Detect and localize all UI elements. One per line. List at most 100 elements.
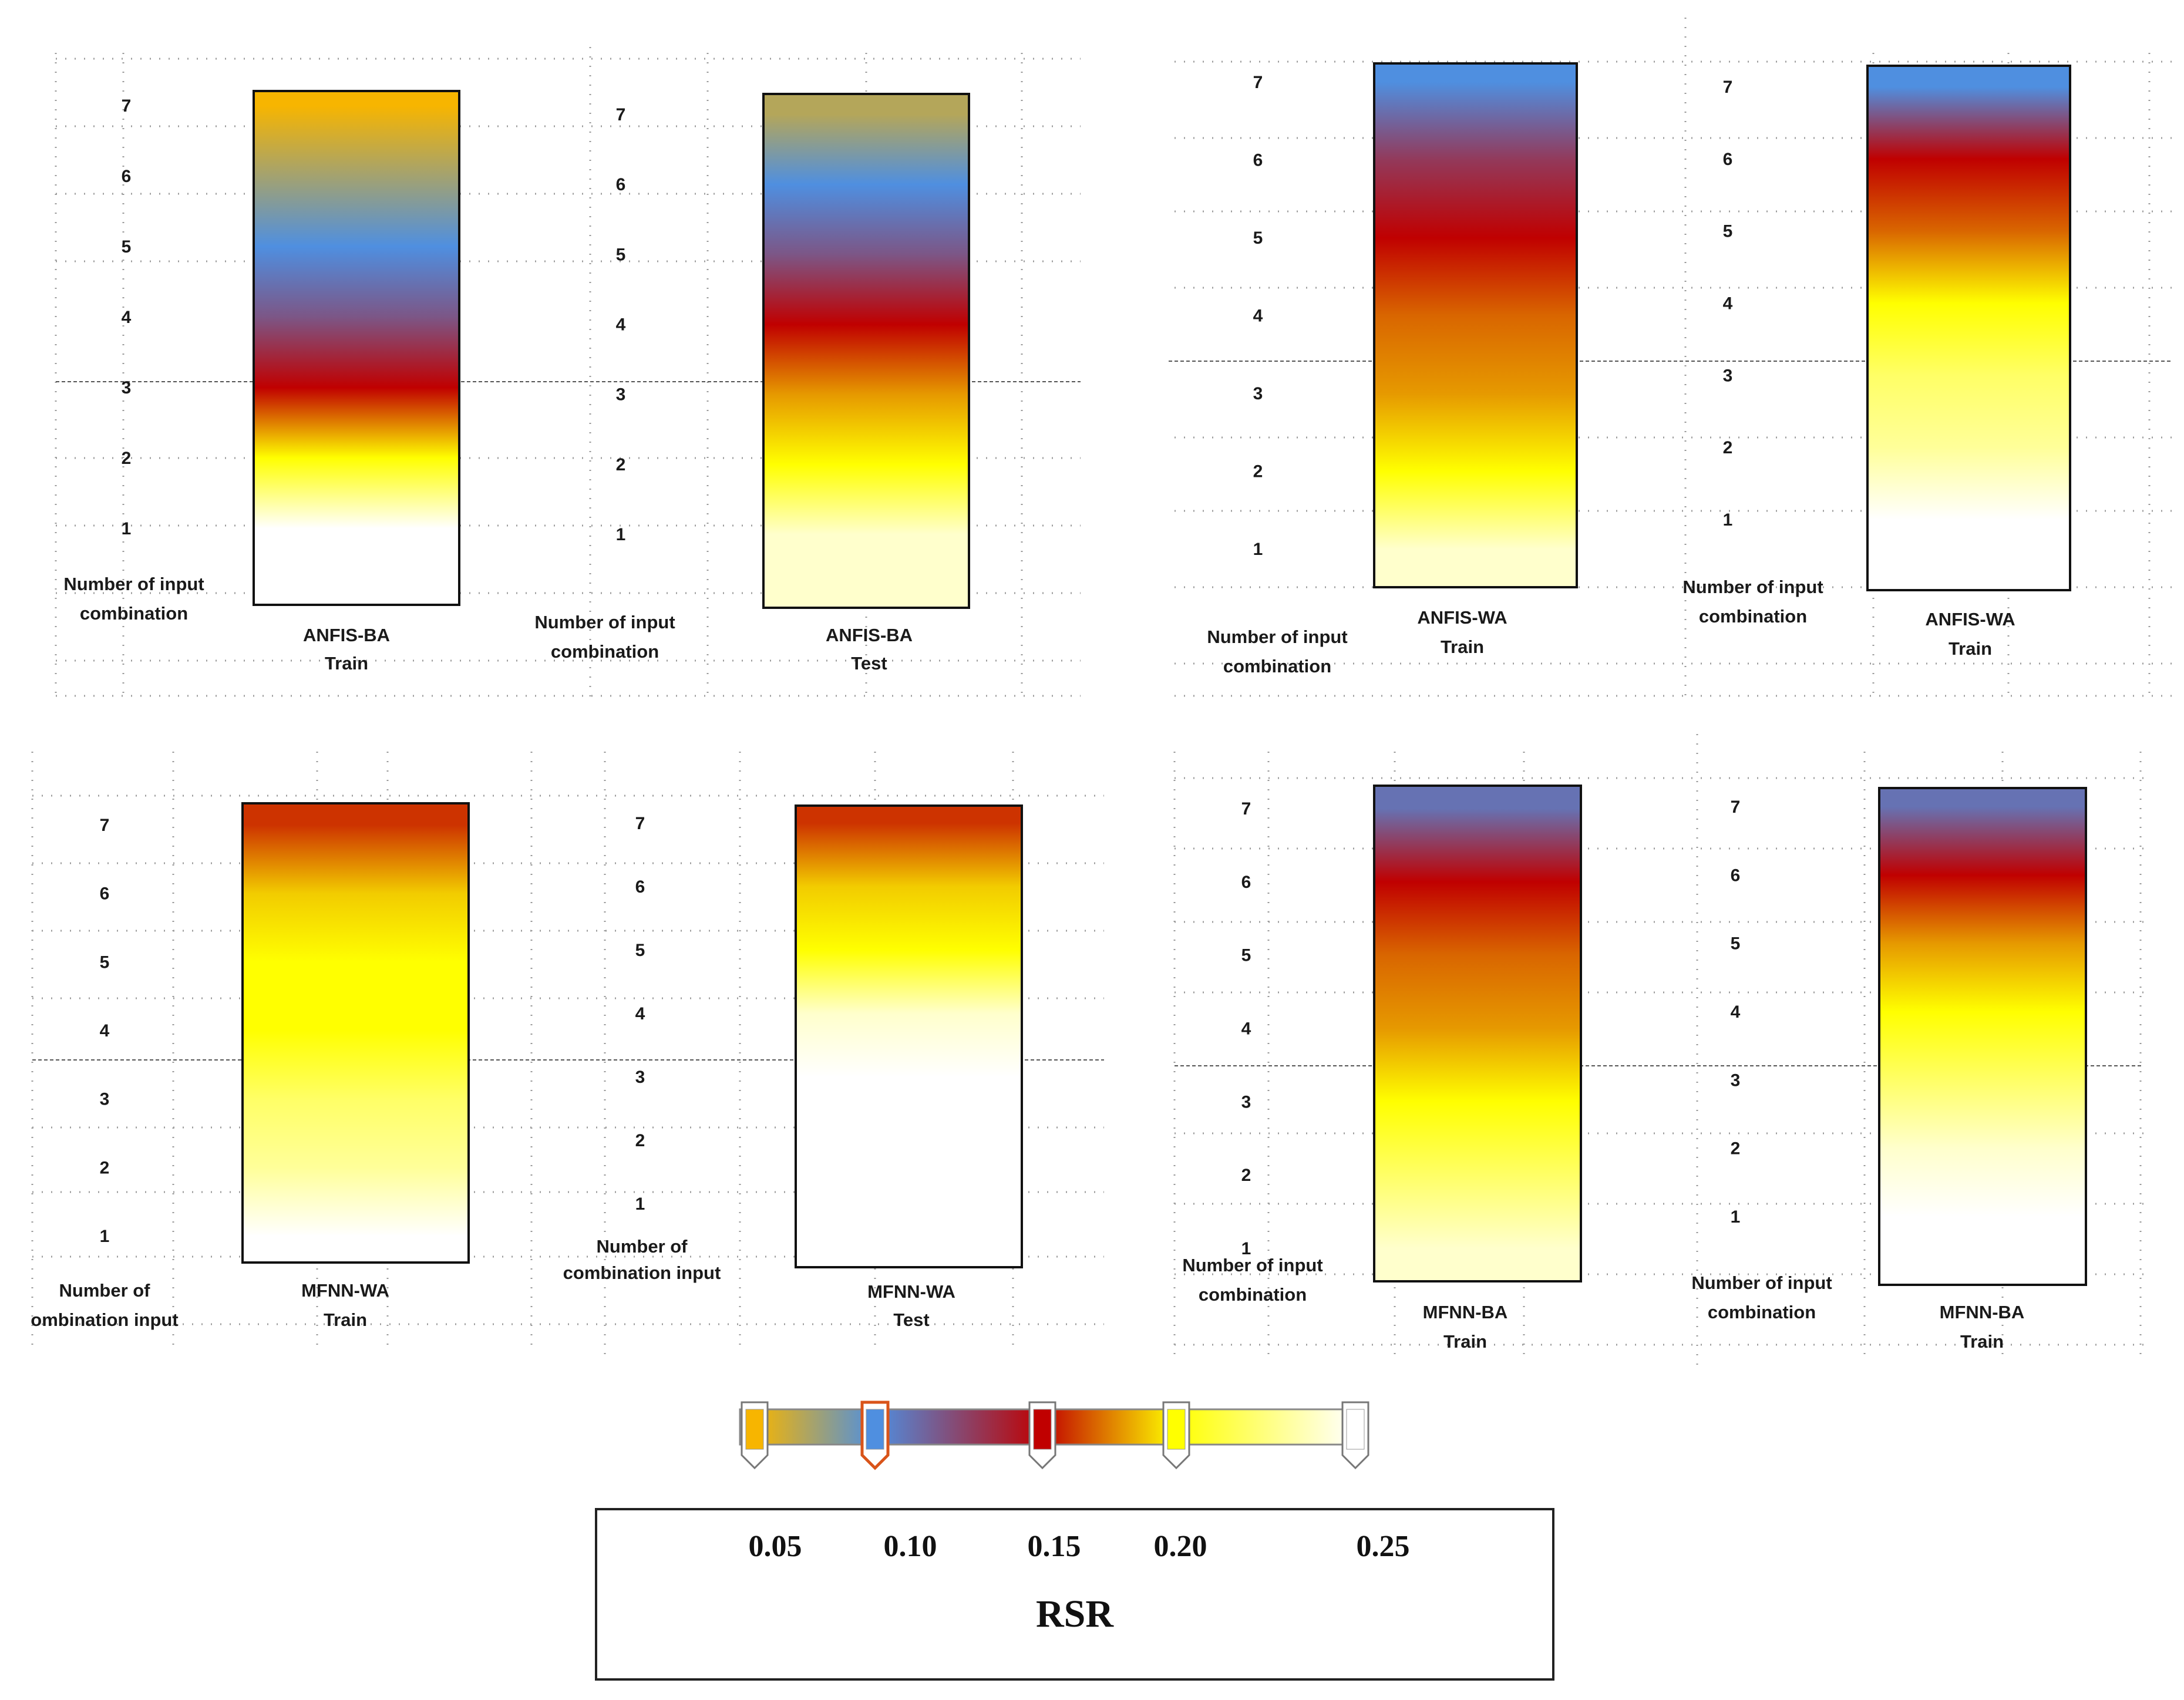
axis-label-anfis-wa-train-line1: Number of input xyxy=(1207,627,1347,647)
axis-label-anfis-ba-train-line2: combination xyxy=(80,603,188,624)
caption-model-mfnn-ba-test: MFNN-BA xyxy=(1940,1302,2025,1322)
tick-label-mfnn-ba-test-c4: 4 xyxy=(1731,1002,1741,1022)
heat-column-anfis-ba-test xyxy=(762,93,970,609)
colorbar-stop-0.05[interactable] xyxy=(741,1401,769,1470)
tick-label-anfis-wa-train-c6: 6 xyxy=(1253,151,1263,170)
legend-value-0.20: 0.20 xyxy=(1154,1530,1207,1563)
axis-label-mfnn-wa-train-line1: Number of xyxy=(59,1280,151,1301)
tick-label-mfnn-wa-train-c4: 4 xyxy=(100,1021,110,1041)
axis-label-mfnn-wa-train-line2: ombination input xyxy=(31,1309,178,1330)
tick-label-mfnn-ba-test-c3: 3 xyxy=(1731,1071,1741,1090)
panel-anfis-wa-test: 1 2 3 4 5 6 7 Number of input combination ANFIS-W… xyxy=(1682,65,2071,659)
tick-label-anfis-wa-train-c5: 5 xyxy=(1253,228,1263,248)
panel-mfnn-wa-test: 1 2 3 4 5 6 7 Number of combination input MFNN-WA… xyxy=(563,804,1023,1330)
tick-label-mfnn-wa-train-c5: 5 xyxy=(100,952,110,972)
panel-anfis-ba-train: 1 2 3 4 5 6 7 Number of input combination ANFIS-B… xyxy=(63,90,460,674)
tick-label-mfnn-wa-test-c1: 1 xyxy=(635,1194,645,1214)
caption-phase-anfis-ba-test: Test xyxy=(851,653,887,674)
tick-label-anfis-wa-test-c4: 4 xyxy=(1723,294,1733,314)
tick-label-mfnn-wa-test-c7: 7 xyxy=(635,814,645,833)
tick-label-anfis-ba-test-c2: 2 xyxy=(616,455,626,474)
axis-label-mfnn-wa-test-line2: combination input xyxy=(563,1263,721,1283)
heat-column-mfnn-wa-train xyxy=(241,802,470,1264)
colorbar xyxy=(739,1401,1369,1470)
caption-model-mfnn-wa-test: MFNN-WA xyxy=(867,1281,955,1302)
colorbar-stop-0.25[interactable] xyxy=(1341,1401,1369,1470)
axis-label-anfis-wa-test-line2: combination xyxy=(1699,606,1807,627)
heat-column-anfis-ba-train xyxy=(253,90,460,606)
caption-phase-mfnn-ba-train: Train xyxy=(1443,1331,1487,1352)
tick-label-mfnn-ba-train-c1: 1 xyxy=(1241,1239,1251,1258)
legend-value-0.15: 0.15 xyxy=(1028,1530,1081,1563)
tick-label-anfis-ba-test-c4: 4 xyxy=(616,315,626,335)
caption-model-anfis-wa-train: ANFIS-WA xyxy=(1417,607,1507,628)
axis-label-anfis-wa-train-line2: combination xyxy=(1223,656,1331,676)
tick-label-anfis-wa-train-c2: 2 xyxy=(1253,462,1263,482)
tick-label-anfis-ba-train-c7: 7 xyxy=(122,96,132,116)
tick-label-anfis-wa-test-c6: 6 xyxy=(1723,150,1733,169)
tick-label-anfis-wa-test-c5: 5 xyxy=(1723,222,1733,241)
tick-label-mfnn-wa-train-c2: 2 xyxy=(100,1158,110,1177)
tick-label-mfnn-wa-train-c7: 7 xyxy=(100,816,110,835)
tick-label-anfis-ba-test-c5: 5 xyxy=(616,245,626,264)
axis-label-anfis-ba-test-line2: combination xyxy=(551,641,659,662)
panel-anfis-wa-train: 1 2 3 4 5 6 7 Number of input combination ANFIS-W… xyxy=(1207,62,1578,676)
panel-mfnn-wa-train: 1 2 3 4 5 6 7 Number of ombination input MFNN-WA T… xyxy=(31,802,470,1330)
panel-mfnn-ba-train: 1 2 3 4 5 6 7 Number of input combination MFNN-BA… xyxy=(1182,785,1582,1352)
colorbar-stops xyxy=(741,1401,1369,1470)
axis-label-mfnn-ba-train-line2: combination xyxy=(1199,1284,1307,1305)
caption-model-anfis-wa-test: ANFIS-WA xyxy=(1925,609,2015,629)
tick-label-mfnn-wa-test-c3: 3 xyxy=(635,1068,645,1087)
tick-label-mfnn-ba-train-c6: 6 xyxy=(1241,873,1251,892)
tick-label-mfnn-wa-test-c2: 2 xyxy=(635,1131,645,1150)
tick-label-mfnn-ba-train-c2: 2 xyxy=(1241,1166,1251,1185)
tick-label-mfnn-wa-test-c4: 4 xyxy=(635,1004,645,1024)
tick-label-anfis-wa-train-c1: 1 xyxy=(1253,540,1263,559)
caption-phase-mfnn-wa-train: Train xyxy=(324,1309,367,1330)
tick-label-anfis-wa-train-c3: 3 xyxy=(1253,384,1263,403)
heat-column-mfnn-ba-test xyxy=(1878,787,2087,1286)
tick-label-mfnn-ba-test-c1: 1 xyxy=(1731,1207,1741,1227)
panel-anfis-ba-test: 1 2 3 4 5 6 7 Number of input combination ANFIS-B… xyxy=(534,93,970,674)
caption-phase-mfnn-ba-test: Train xyxy=(1960,1331,2004,1352)
caption-phase-anfis-wa-test: Train xyxy=(1949,638,1992,659)
colorbar-stop-0.10[interactable] xyxy=(860,1401,890,1470)
legend-value-0.25: 0.25 xyxy=(1357,1530,1410,1563)
tick-label-mfnn-ba-test-c7: 7 xyxy=(1731,797,1741,817)
tick-label-mfnn-wa-train-c1: 1 xyxy=(100,1227,110,1246)
colorbar-stop-0.15[interactable] xyxy=(1028,1401,1056,1470)
panel-mfnn-ba-test: 1 2 3 4 5 6 7 Number of input combination MFNN-BA… xyxy=(1691,787,2087,1352)
tick-label-mfnn-ba-train-c3: 3 xyxy=(1241,1092,1251,1112)
caption-model-mfnn-ba-train: MFNN-BA xyxy=(1423,1302,1508,1322)
tick-label-anfis-wa-test-c3: 3 xyxy=(1723,366,1733,385)
heat-column-anfis-wa-test xyxy=(1866,65,2071,591)
tick-label-anfis-ba-test-c7: 7 xyxy=(616,105,626,124)
caption-phase-anfis-wa-train: Train xyxy=(1441,637,1484,657)
legend-tick-labels: 0.05 0.10 0.15 0.20 0.25 xyxy=(749,1530,1410,1563)
caption-phase-anfis-ba-train: Train xyxy=(325,653,368,674)
legend-value-0.10: 0.10 xyxy=(884,1530,937,1563)
tick-label-anfis-ba-train-c3: 3 xyxy=(122,378,132,398)
tick-label-anfis-ba-train-c2: 2 xyxy=(122,449,132,468)
tick-label-anfis-wa-test-c7: 7 xyxy=(1723,78,1733,97)
tick-label-anfis-ba-test-c1: 1 xyxy=(616,525,626,544)
caption-phase-mfnn-wa-test: Test xyxy=(893,1309,929,1330)
heatmap-panels: 1 2 3 4 5 6 7 Number of input combination ANFIS-B… xyxy=(31,62,2087,1352)
tick-label-anfis-wa-train-c4: 4 xyxy=(1253,307,1263,326)
tick-label-anfis-wa-test-c2: 2 xyxy=(1723,438,1733,457)
tick-label-mfnn-ba-test-c2: 2 xyxy=(1731,1139,1741,1159)
tick-label-anfis-ba-train-c6: 6 xyxy=(122,167,132,186)
tick-label-anfis-wa-train-c7: 7 xyxy=(1253,73,1263,92)
tick-label-mfnn-ba-train-c4: 4 xyxy=(1241,1019,1251,1039)
axis-label-anfis-ba-train-line1: Number of input xyxy=(63,574,204,594)
axis-label-mfnn-ba-train-line1: Number of input xyxy=(1182,1255,1322,1275)
tick-label-anfis-wa-test-c1: 1 xyxy=(1723,510,1733,530)
tick-label-mfnn-ba-test-c6: 6 xyxy=(1731,866,1741,885)
caption-model-anfis-ba-test: ANFIS-BA xyxy=(826,625,913,645)
colorbar-stop-0.20[interactable] xyxy=(1162,1401,1190,1470)
tick-label-mfnn-wa-test-c5: 5 xyxy=(635,941,645,960)
tick-label-anfis-ba-test-c3: 3 xyxy=(616,385,626,405)
tick-label-mfnn-ba-train-c7: 7 xyxy=(1241,799,1251,819)
heat-column-mfnn-ba-train xyxy=(1373,785,1582,1282)
